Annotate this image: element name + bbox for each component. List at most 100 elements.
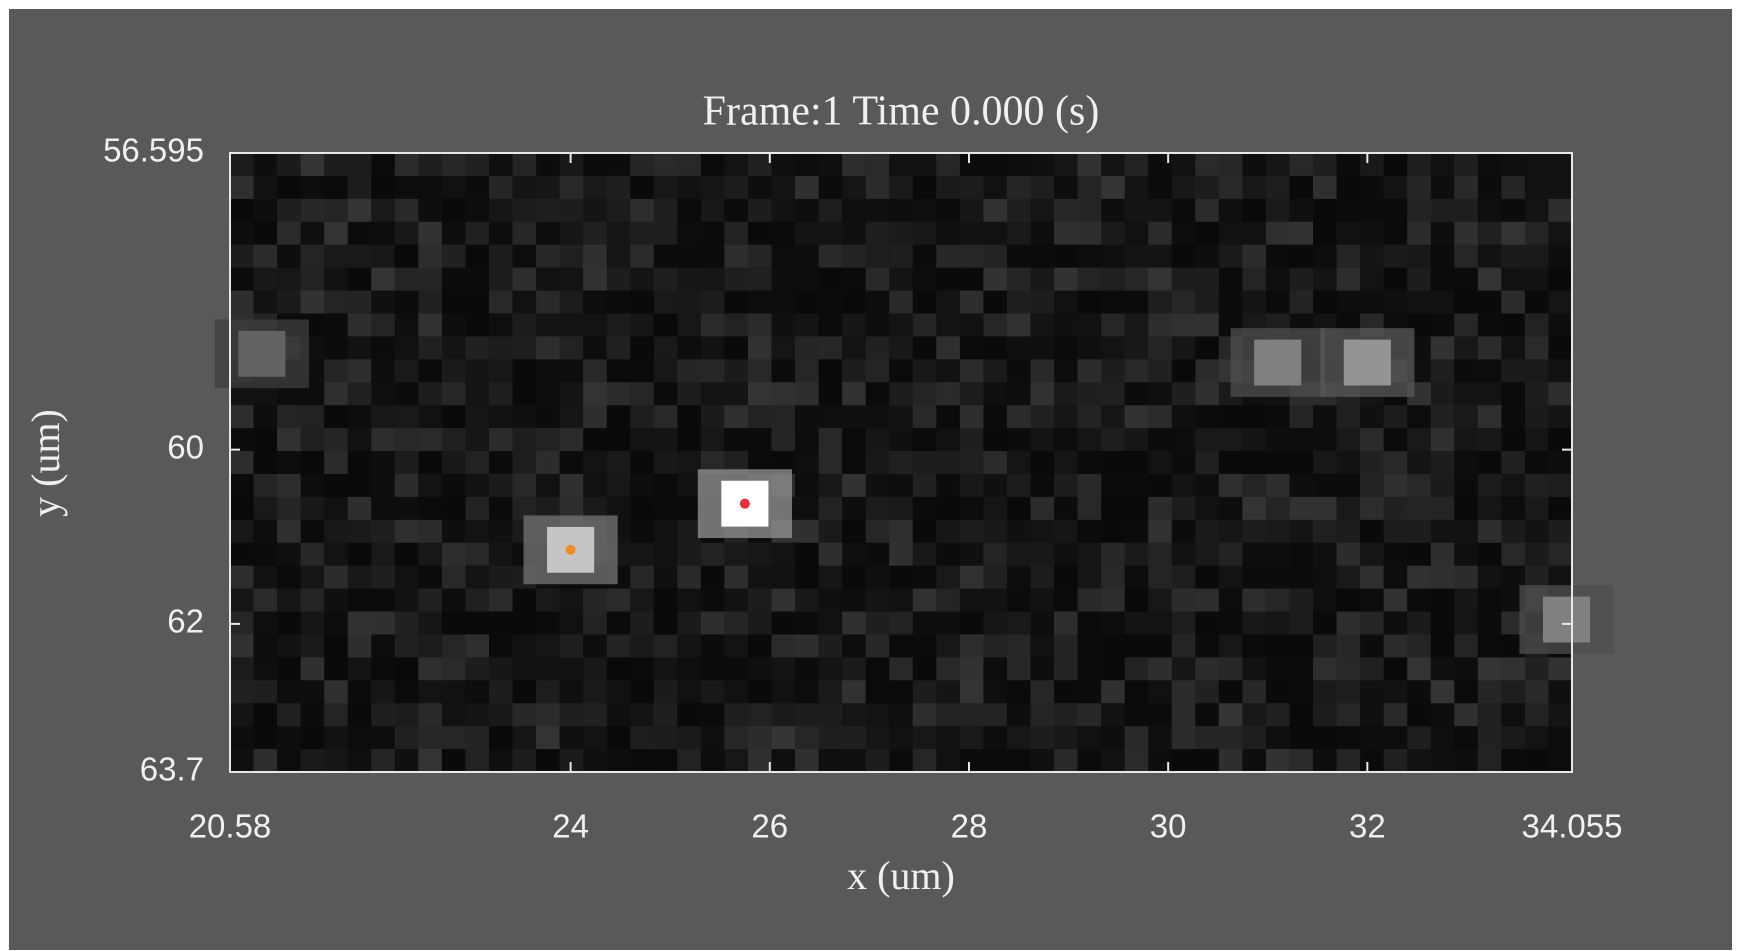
noise-pixel bbox=[1030, 496, 1055, 521]
noise-pixel bbox=[465, 313, 490, 337]
noise-pixel bbox=[1383, 634, 1408, 658]
noise-pixel bbox=[865, 749, 890, 773]
noise-pixel bbox=[253, 451, 278, 475]
noise-pixel bbox=[1101, 588, 1126, 613]
noise-pixel bbox=[1430, 703, 1455, 727]
noise-pixel bbox=[1171, 473, 1196, 498]
noise-pixel bbox=[1101, 565, 1126, 590]
noise-pixel bbox=[1477, 657, 1502, 681]
noise-pixel bbox=[253, 473, 278, 498]
noise-pixel bbox=[1101, 244, 1126, 269]
noise-pixel bbox=[1360, 198, 1385, 223]
noise-pixel bbox=[842, 496, 867, 521]
noise-pixel bbox=[559, 680, 584, 704]
noise-pixel bbox=[394, 313, 419, 337]
noise-pixel bbox=[1454, 221, 1479, 246]
noise-pixel bbox=[1501, 473, 1526, 498]
noise-pixel bbox=[371, 244, 396, 269]
noise-pixel bbox=[1548, 542, 1573, 567]
noise-pixel bbox=[1195, 451, 1220, 475]
noise-pixel bbox=[1054, 175, 1079, 200]
noise-pixel bbox=[1242, 153, 1267, 177]
noise-pixel bbox=[653, 198, 678, 223]
noise-pixel bbox=[983, 175, 1008, 200]
noise-pixel bbox=[1218, 175, 1243, 200]
noise-pixel bbox=[1006, 451, 1031, 475]
noise-pixel bbox=[818, 726, 843, 750]
noise-pixel bbox=[1430, 221, 1455, 246]
noise-pixel bbox=[747, 588, 773, 613]
noise-pixel bbox=[1195, 611, 1220, 635]
noise-pixel bbox=[865, 519, 890, 544]
noise-pixel bbox=[912, 657, 937, 681]
noise-pixel bbox=[488, 428, 514, 452]
noise-pixel bbox=[418, 382, 443, 406]
noise-pixel bbox=[1336, 657, 1361, 681]
noise-pixel bbox=[1430, 749, 1455, 773]
noise-pixel bbox=[1195, 153, 1220, 177]
noise-pixel bbox=[1289, 198, 1314, 223]
noise-pixel bbox=[1313, 542, 1338, 567]
noise-pixel bbox=[1289, 428, 1314, 452]
noise-pixel bbox=[1030, 680, 1055, 704]
noise-pixel bbox=[1077, 175, 1102, 200]
noise-pixel bbox=[936, 703, 961, 727]
noise-pixel bbox=[559, 405, 584, 429]
noise-pixel bbox=[1101, 611, 1126, 635]
noise-pixel bbox=[1477, 496, 1502, 521]
noise-pixel bbox=[1548, 749, 1573, 773]
noise-pixel bbox=[842, 542, 867, 567]
noise-pixel bbox=[983, 336, 1008, 360]
noise-pixel bbox=[324, 198, 349, 223]
noise-pixel bbox=[347, 359, 372, 383]
noise-pixel bbox=[1265, 634, 1290, 658]
noise-pixel bbox=[700, 726, 725, 750]
noise-pixel bbox=[1289, 221, 1314, 246]
noise-pixel bbox=[512, 451, 537, 475]
x-tick-label: 30 bbox=[1150, 808, 1187, 845]
noise-pixel bbox=[1548, 565, 1573, 590]
noise-pixel bbox=[441, 565, 466, 590]
noise-pixel bbox=[1548, 244, 1573, 269]
noise-pixel bbox=[1148, 244, 1173, 269]
noise-pixel bbox=[912, 313, 937, 337]
noise-pixel bbox=[1265, 496, 1290, 521]
noise-pixel bbox=[936, 221, 961, 246]
noise-pixel bbox=[1407, 726, 1432, 750]
noise-pixel bbox=[559, 290, 584, 314]
noise-pixel bbox=[912, 405, 937, 429]
noise-pixel bbox=[1265, 153, 1290, 177]
noise-pixel bbox=[394, 680, 419, 704]
noise-pixel bbox=[677, 428, 702, 452]
noise-pixel bbox=[1054, 680, 1079, 704]
noise-pixel bbox=[724, 542, 749, 567]
noise-pixel bbox=[347, 290, 372, 314]
noise-pixel bbox=[771, 244, 796, 269]
noise-pixel bbox=[1265, 588, 1290, 613]
noise-pixel bbox=[983, 634, 1008, 658]
noise-pixel bbox=[1242, 405, 1267, 429]
noise-pixel bbox=[559, 382, 584, 406]
noise-pixel bbox=[347, 221, 372, 246]
y-axis-label: y (um) bbox=[23, 409, 68, 517]
noise-pixel bbox=[583, 336, 608, 360]
spot bbox=[1519, 585, 1614, 654]
noise-pixel bbox=[1289, 405, 1314, 429]
noise-pixel bbox=[1171, 565, 1196, 590]
noise-pixel bbox=[677, 565, 702, 590]
noise-pixel bbox=[583, 657, 608, 681]
noise-pixel bbox=[300, 726, 325, 750]
noise-pixel bbox=[653, 451, 678, 475]
noise-pixel bbox=[771, 611, 796, 635]
noise-pixel bbox=[1548, 221, 1573, 246]
noise-pixel bbox=[653, 542, 678, 567]
noise-pixel bbox=[936, 405, 961, 429]
noise-pixel bbox=[1548, 267, 1573, 292]
noise-pixel bbox=[300, 703, 325, 727]
noise-pixel bbox=[277, 749, 302, 773]
noise-pixel bbox=[1148, 680, 1173, 704]
noise-pixel bbox=[1430, 153, 1455, 177]
noise-pixel bbox=[559, 244, 584, 269]
y-tick-label: 56.595 bbox=[103, 132, 204, 169]
noise-pixel bbox=[1289, 175, 1314, 200]
